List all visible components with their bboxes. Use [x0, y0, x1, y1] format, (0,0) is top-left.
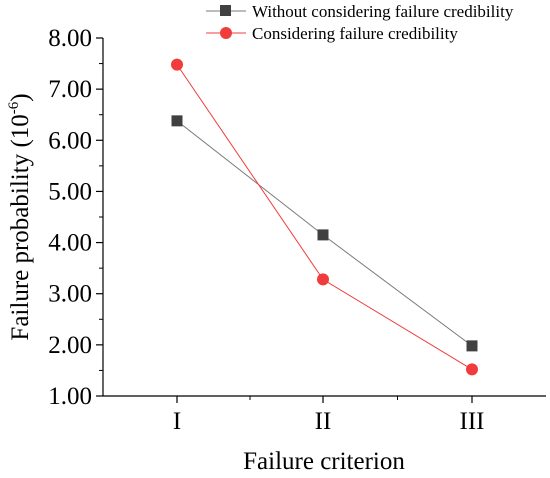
- y-tick-label: 6.00: [48, 127, 92, 154]
- data-point-circle: [317, 273, 329, 286]
- legend-label-without-credibility: Without considering failure credibility: [252, 2, 514, 21]
- data-point-square: [317, 229, 329, 241]
- y-tick-label: 8.00: [48, 25, 92, 52]
- y-ticks: 1.00 2.00 3.00 4.00 5.00 6.00 7.00 8.00: [48, 25, 103, 410]
- y-axis-title-main: Failure probability (10: [7, 114, 34, 340]
- y-tick-label: 1.00: [48, 383, 92, 410]
- legend-label-considering-credibility: Considering failure credibility: [252, 24, 458, 43]
- x-axis-title: Failure criterion: [243, 448, 405, 473]
- data-point-circle: [171, 58, 183, 71]
- data-point-square: [171, 115, 183, 127]
- legend-marker-circle: [220, 27, 232, 39]
- legend: Without considering failure credibility …: [206, 2, 514, 43]
- x-ticks: I II III: [173, 396, 485, 435]
- series-line-1: [176, 64, 473, 370]
- x-tick-label: I: [173, 408, 181, 435]
- y-axis-title-superscript: -6: [6, 101, 22, 114]
- legend-marker-square: [220, 5, 231, 16]
- data-point-circle: [466, 363, 478, 376]
- series-layer: [171, 58, 478, 376]
- y-tick-label: 2.00: [48, 332, 92, 359]
- y-tick-label: 7.00: [48, 76, 92, 103]
- legend-entry-without-credibility: Without considering failure credibility: [206, 2, 514, 21]
- x-tick-label: II: [315, 408, 332, 435]
- y-axis-title-suffix: ): [7, 93, 34, 101]
- data-point-square: [466, 340, 478, 352]
- y-tick-label: 5.00: [48, 178, 92, 205]
- y-axis-title: Failure probability (10-6): [6, 93, 34, 340]
- y-tick-label: 3.00: [48, 281, 92, 308]
- x-tick-label: III: [460, 408, 485, 435]
- legend-entry-considering-credibility: Considering failure credibility: [206, 24, 458, 43]
- y-tick-label: 4.00: [48, 230, 92, 257]
